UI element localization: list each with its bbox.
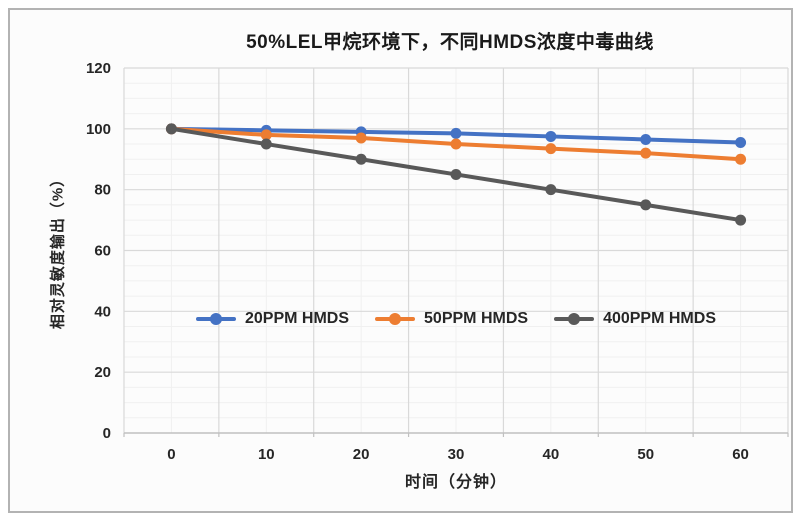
data-point-50ppm-hmds [545,143,557,155]
data-point-20ppm-hmds [735,137,747,149]
data-point-50ppm-hmds [260,129,272,141]
data-point-400ppm-hmds [355,153,367,165]
legend-label: 20PPM HMDS [245,310,350,327]
legend-line-marker-icon [554,313,595,325]
data-point-50ppm-hmds [355,132,367,144]
x-tick-label: 0 [167,446,175,463]
data-point-400ppm-hmds [735,214,747,226]
y-axis-title: 相对灵敏度输出（%） [49,170,67,330]
y-tick-label: 0 [103,425,111,442]
x-tick-label: 50 [637,446,654,463]
legend-label: 400PPM HMDS [603,310,716,327]
legend-label: 50PPM HMDS [424,310,529,327]
legend-line-marker-icon [196,313,236,325]
y-tick-label: 80 [94,182,111,199]
legend-dot-icon [568,313,581,325]
legend-dot-icon [389,313,402,325]
chart-frame [8,8,793,513]
y-tick-label: 120 [86,60,111,77]
data-point-400ppm-hmds [260,138,272,150]
x-tick-label: 10 [258,446,275,463]
legend-line-marker-icon [375,313,416,325]
x-tick-label: 60 [732,446,749,463]
data-point-50ppm-hmds [735,153,747,165]
data-point-50ppm-hmds [640,147,652,159]
legend-dot-icon [210,313,222,325]
data-point-20ppm-hmds [640,133,652,145]
data-point-400ppm-hmds [545,184,557,196]
data-point-20ppm-hmds [450,127,462,139]
legend: 20PPM HMDS 50PPM HMDS 400PPM HMDS [124,310,788,328]
x-tick-label: 40 [543,446,560,463]
y-tick-label: 60 [94,243,111,260]
data-point-400ppm-hmds [165,123,177,135]
data-point-400ppm-hmds [640,199,652,211]
x-axis-title: 时间（分钟） [404,474,507,491]
x-tick-label: 30 [448,446,465,463]
legend-item-50ppm-hmds: 50PPM HMDS [375,310,528,328]
data-point-50ppm-hmds [450,138,462,150]
y-tick-label: 20 [94,364,111,381]
x-tick-label: 20 [353,446,370,463]
y-tick-label: 100 [86,121,111,138]
legend-item-20ppm-hmds: 20PPM HMDS [196,310,349,328]
data-point-400ppm-hmds [450,168,462,180]
legend-item-400ppm-hmds: 400PPM HMDS [554,310,716,328]
chart-title: 50%LEL甲烷环境下，不同HMDS浓度中毒曲线 [246,32,654,53]
data-point-20ppm-hmds [545,130,557,142]
y-tick-label: 40 [94,303,111,320]
